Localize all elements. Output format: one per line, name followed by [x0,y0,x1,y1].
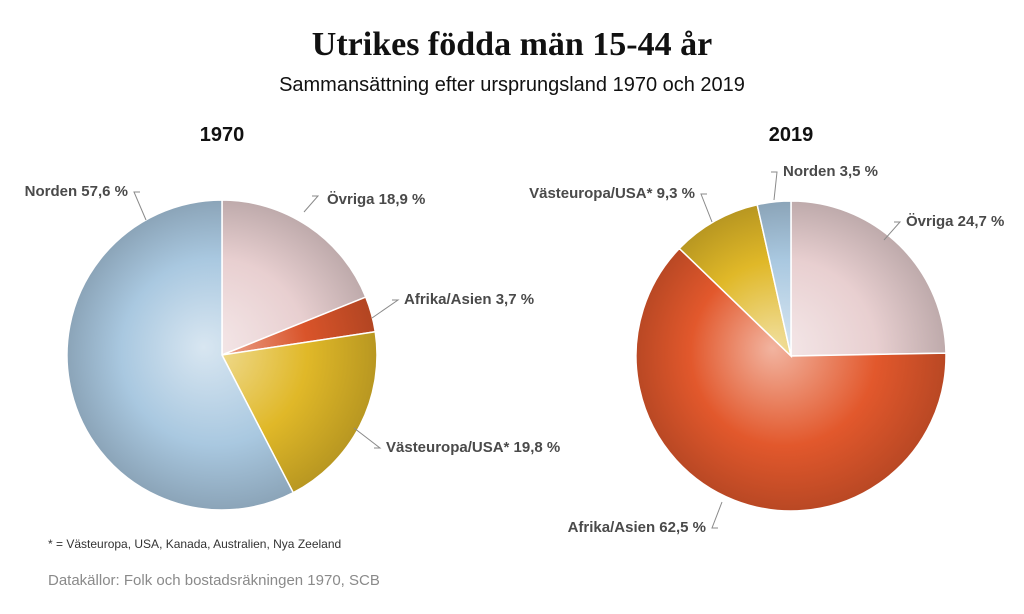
pie-title: 1970 [200,124,245,146]
slice-label-afrika-asien: Afrika/Asien 62,5 % [568,519,706,536]
leader-line [700,193,713,223]
leader-line [711,501,723,529]
leader-line [303,195,320,213]
slice-label-vasteuropa-usa: Västeuropa/USA* 9,3 % [529,185,695,202]
pie-title: 2019 [769,124,814,146]
pie-slice-ovriga [790,200,947,357]
pie-slice-vasteuropa-usa [678,203,793,359]
leader-line [353,427,382,449]
pie-slice-afrika-asien [635,247,947,512]
leader-line [883,221,902,241]
slice-label-ovriga: Övriga 18,9 % [327,191,425,208]
slice-label-norden: Norden 57,6 % [25,183,128,200]
pie-chart-2019: 2019 Övriga 24,7 % Afrika/Asien 62,5 % Väst… [529,124,1004,536]
footnote: * = Västeuropa, USA, Kanada, Australien,… [48,537,342,551]
slice-label-norden: Norden 3,5 % [783,163,878,180]
leader-line [771,171,778,201]
leader-line [133,191,147,221]
chart-title: Utrikes födda män 15-44 år [311,26,713,63]
pie-slice-norden [756,200,792,357]
slice-label-vasteuropa-usa: Västeuropa/USA* 19,8 % [386,439,560,456]
pie-slice-norden [66,199,295,511]
pie-slice-ovriga [221,199,367,357]
chart-subtitle: Sammansättning efter ursprungsland 1970 … [279,74,745,96]
pie-chart-1970: 1970 Övriga 18,9 % Afrika/Asien 3,7 % Väste… [25,124,560,511]
slice-label-ovriga: Övriga 24,7 % [906,213,1004,230]
leader-line [371,299,400,319]
pie-slice-vasteuropa-usa [220,330,378,494]
slice-label-afrika-asien: Afrika/Asien 3,7 % [404,291,534,308]
source-note: Datakällor: Folk och bostadsräkningen 19… [48,572,380,589]
